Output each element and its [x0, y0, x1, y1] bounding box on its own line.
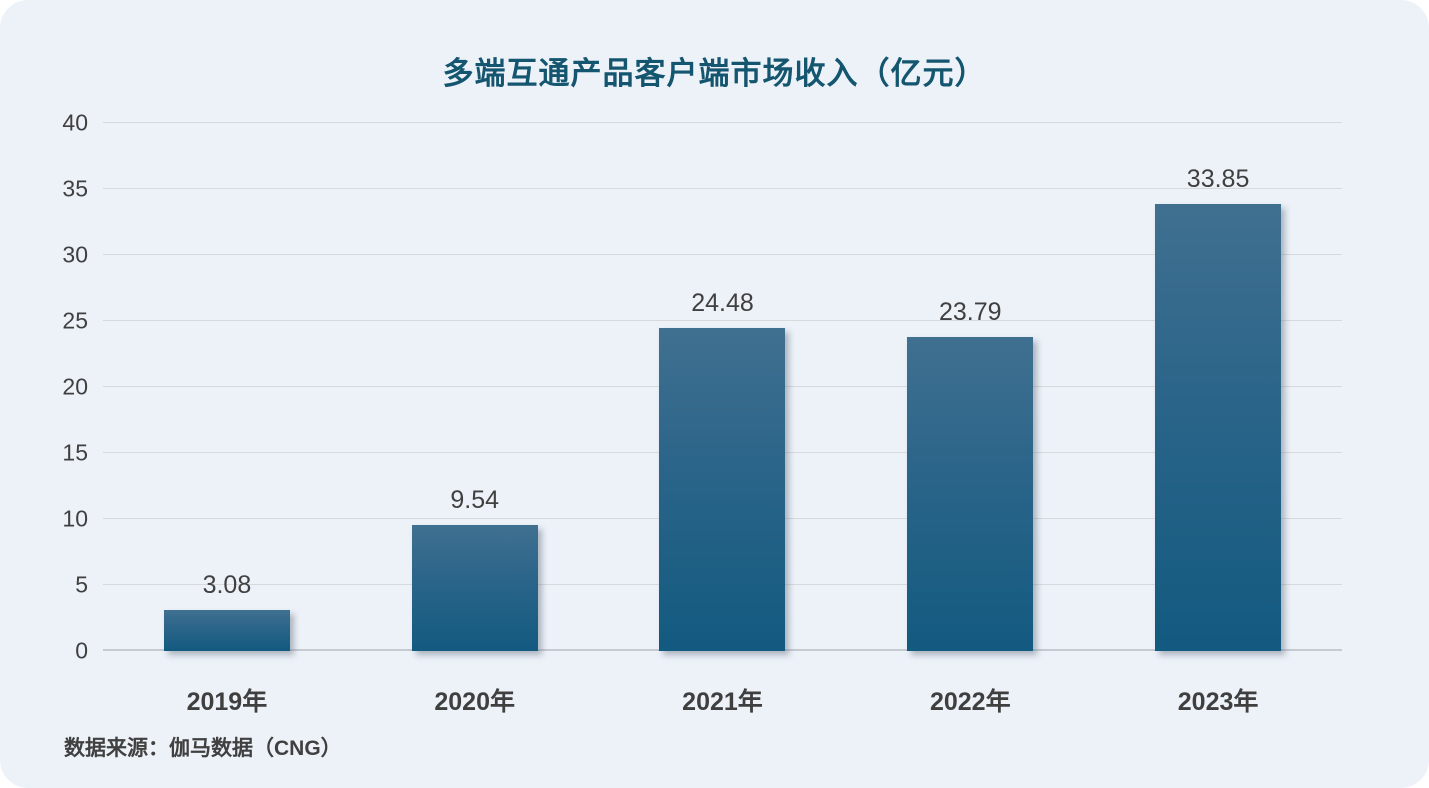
bar-column: 24.48 — [599, 123, 847, 651]
x-tick-label: 2023年 — [1177, 688, 1259, 716]
bar-2022年 — [907, 336, 1034, 651]
y-tick-label: 5 — [75, 571, 88, 598]
bar-value-label: 33.85 — [1186, 165, 1250, 194]
bar-value-label: 23.79 — [939, 297, 1002, 326]
y-tick-label: 10 — [62, 505, 88, 532]
plot-area: 3.08 9.54 24.48 23.79 33.85 — [103, 122, 1342, 651]
y-axis-labels: 0 5 10 15 20 25 30 35 40 — [20, 111, 88, 662]
gridline — [103, 254, 1342, 255]
gridline — [103, 320, 1342, 321]
x-tick-label: 2021年 — [682, 688, 763, 716]
gridline — [103, 122, 1342, 123]
chart-title: 多端互通产品客户端市场收入（亿元） — [442, 56, 987, 91]
x-tick-label: 2019年 — [186, 688, 268, 716]
y-tick-label: 25 — [62, 307, 88, 334]
bar-2023年 — [1155, 204, 1282, 651]
y-tick-label: 30 — [62, 241, 88, 268]
x-axis-labels: 2019年 2020年 2021年 2022年 2023年 — [103, 682, 1342, 718]
bar-column: 33.85 — [1094, 123, 1342, 651]
bar-column: 23.79 — [846, 123, 1094, 651]
bars-container: 3.08 9.54 24.48 23.79 33.85 — [103, 123, 1342, 651]
bar-2019年 — [163, 610, 290, 651]
source-note: 数据来源：伽马数据（CNG） — [64, 737, 342, 760]
bar-column: 9.54 — [351, 123, 599, 651]
bar-value-label: 9.54 — [450, 486, 500, 515]
x-tick-label: 2020年 — [434, 688, 515, 716]
bar-value-label: 3.08 — [202, 571, 252, 600]
y-tick-label: 15 — [62, 439, 88, 466]
y-tick-label: 35 — [62, 175, 88, 202]
bar-value-label: 24.48 — [691, 288, 754, 317]
y-tick-label: 40 — [62, 109, 88, 136]
y-tick-label: 20 — [62, 373, 88, 400]
gridline — [103, 188, 1342, 189]
bar-2021年 — [659, 327, 786, 651]
bar-2020年 — [411, 525, 538, 651]
bar-column: 3.08 — [103, 123, 351, 651]
y-tick-label: 0 — [75, 637, 88, 664]
x-tick-label: 2022年 — [929, 688, 1011, 716]
